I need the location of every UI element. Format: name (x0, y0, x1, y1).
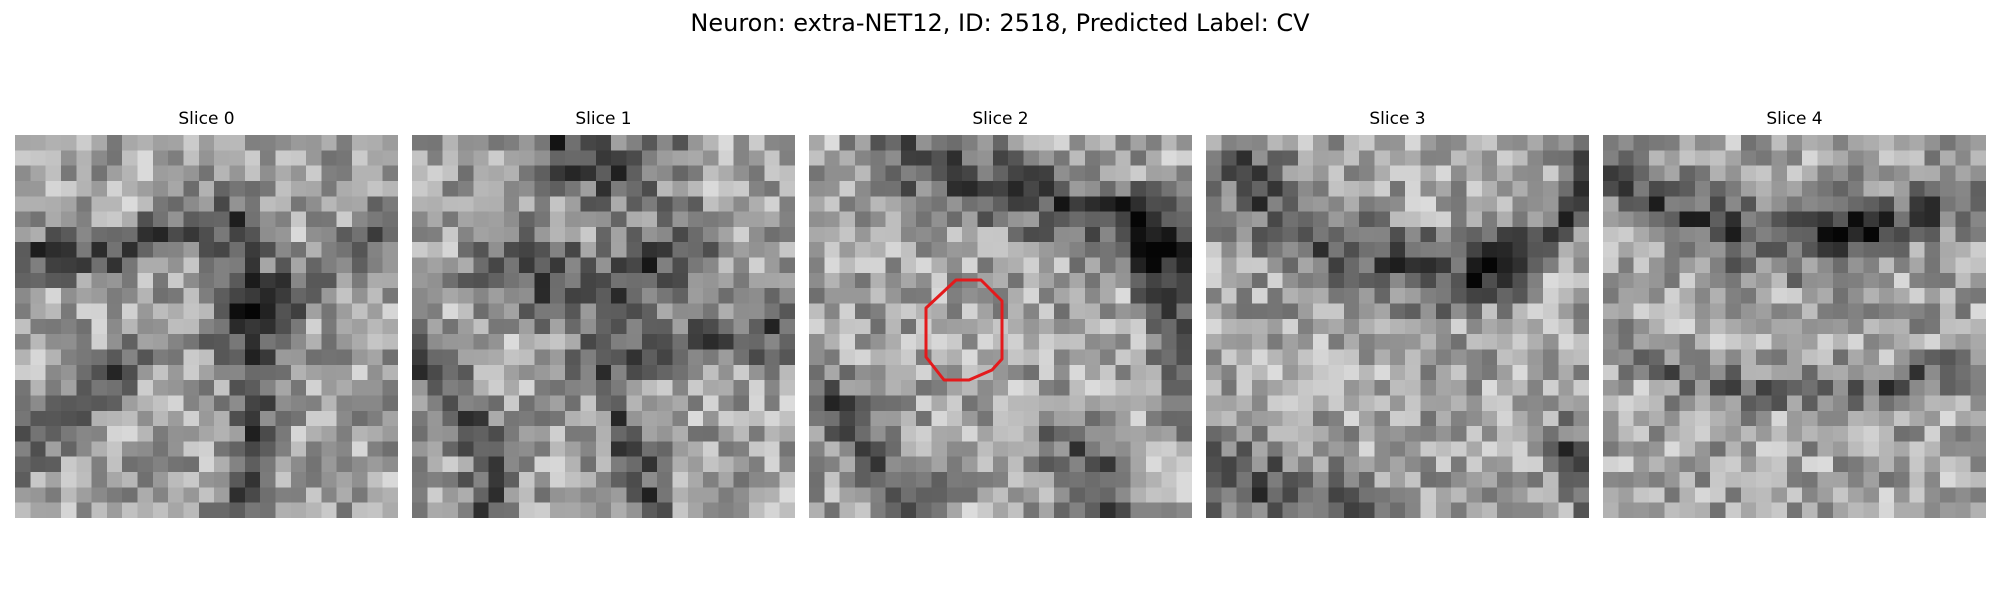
slice-panel-0: Slice 0 (15, 108, 398, 518)
slice-pixels-2 (809, 135, 1192, 518)
slice-image-0 (15, 135, 398, 518)
slice-panel-4: Slice 4 (1603, 108, 1986, 518)
slice-title-4: Slice 4 (1766, 109, 1823, 129)
slice-pixels-3 (1206, 135, 1589, 518)
slice-panel-2: Slice 2 (809, 108, 1192, 518)
figure-title: Neuron: extra-NET12, ID: 2518, Predicted… (690, 9, 1310, 37)
slice-image-4 (1603, 135, 1986, 518)
slice-title-1: Slice 1 (575, 109, 632, 129)
slice-panel-1: Slice 1 (412, 108, 795, 518)
slice-image-3 (1206, 135, 1589, 518)
slice-title-2: Slice 2 (972, 109, 1029, 129)
slice-pixels-1 (412, 135, 795, 518)
slice-title-3: Slice 3 (1369, 109, 1426, 129)
slice-panel-3: Slice 3 (1206, 108, 1589, 518)
slice-title-0: Slice 0 (178, 109, 235, 129)
slice-image-1 (412, 135, 795, 518)
slice-pixels-0 (15, 135, 398, 518)
slice-image-2 (809, 135, 1192, 518)
slice-pixels-4 (1603, 135, 1986, 518)
